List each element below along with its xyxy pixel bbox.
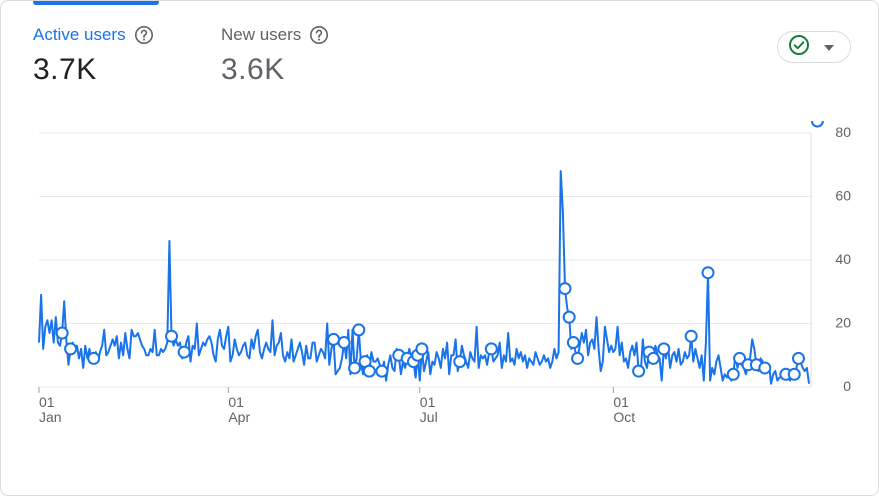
chart-area: 01 Jan 01 Apr 01 Jul 01 Oct 0 20 40 60 80: [1, 114, 871, 436]
data-point-marker: [375, 364, 389, 378]
x-tick-month: Apr: [228, 409, 250, 425]
data-point-marker: [87, 351, 101, 365]
x-tick-month: Jan: [39, 409, 62, 425]
data-point-marker: [657, 342, 671, 356]
caret-down-icon: [824, 38, 834, 56]
data-point-marker: [165, 329, 179, 343]
data-point-marker: [684, 329, 698, 343]
data-point-marker: [337, 336, 351, 350]
x-tick-month: Jul: [420, 409, 438, 425]
data-point-marker: [758, 361, 772, 375]
data-point-marker: [362, 364, 376, 378]
data-point-marker: [352, 323, 366, 337]
help-icon[interactable]: [134, 25, 154, 45]
data-point-marker: [348, 361, 362, 375]
data-point-marker: [810, 114, 824, 128]
data-point-marker: [791, 351, 805, 365]
data-point-marker: [453, 355, 467, 369]
active-users-value: 3.7K: [33, 53, 97, 86]
data-point-marker: [558, 282, 572, 296]
x-tick-month: Oct: [613, 409, 635, 425]
data-point-marker: [787, 367, 801, 381]
y-tick-label: 40: [835, 251, 851, 267]
x-tick-day: 01: [228, 394, 244, 410]
data-point-marker: [646, 351, 660, 365]
data-point-marker: [726, 367, 740, 381]
data-point-marker: [327, 332, 341, 346]
new-users-value: 3.6K: [221, 53, 285, 86]
y-tick-label: 0: [843, 378, 851, 394]
data-point-marker: [55, 326, 69, 340]
help-icon[interactable]: [309, 25, 329, 45]
x-tick-day: 01: [39, 394, 55, 410]
x-tick-day: 01: [613, 394, 629, 410]
tab-active-users[interactable]: Active users 3.7K: [33, 25, 154, 87]
data-point-marker: [64, 342, 78, 356]
series-line: [38, 170, 810, 385]
active-tab-indicator: [33, 1, 159, 5]
check-circle-icon: [788, 34, 810, 61]
x-tick-day: 01: [420, 394, 436, 410]
y-tick-label: 80: [835, 124, 851, 140]
data-point-marker: [733, 351, 747, 365]
data-point-marker: [571, 351, 585, 365]
data-point-marker: [415, 342, 429, 356]
data-point-marker: [632, 364, 646, 378]
y-tick-label: 20: [835, 315, 851, 331]
data-point-marker: [701, 266, 715, 280]
new-users-label: New users: [221, 25, 302, 44]
data-point-marker: [566, 336, 580, 350]
data-point-marker: [484, 342, 498, 356]
active-users-label: Active users: [33, 25, 126, 44]
data-status-button[interactable]: [777, 31, 851, 63]
data-point-marker: [177, 345, 191, 359]
y-tick-label: 60: [835, 188, 851, 204]
tab-new-users[interactable]: New users 3.6K: [221, 25, 329, 87]
data-point-marker: [562, 310, 576, 324]
